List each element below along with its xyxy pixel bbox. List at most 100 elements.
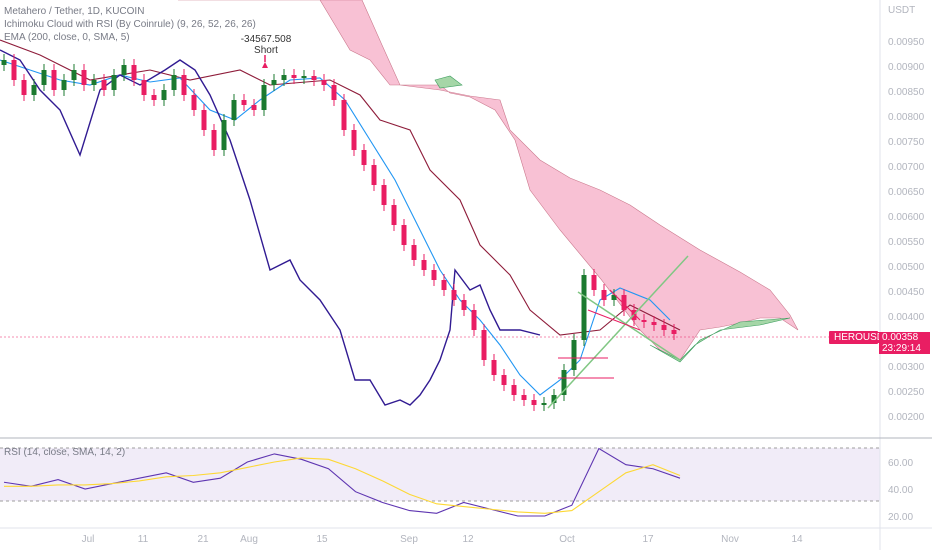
candle-body <box>601 290 607 300</box>
time-tick-label: 14 <box>791 534 803 545</box>
time-tick-label: Jul <box>82 534 95 545</box>
candle-body <box>281 75 287 80</box>
symbol-label: HEROUSDT <box>831 332 890 343</box>
candle-body <box>51 70 57 90</box>
candle-body <box>11 60 17 80</box>
candle-body <box>491 360 497 375</box>
candle-body <box>541 403 547 405</box>
candle-body <box>391 205 397 225</box>
ema-legend[interactable]: EMA (200, close, 0, SMA, 5) <box>4 32 130 43</box>
cloud-bullish-area-2 <box>649 317 791 363</box>
time-tick-label: 12 <box>462 534 474 545</box>
candle-body <box>81 70 87 85</box>
time-tick-label: Oct <box>559 534 575 545</box>
rsi-tick-label: 40.00 <box>888 485 913 496</box>
price-tick-label: 0.00750 <box>888 137 925 148</box>
price-tick-label: 0.00250 <box>888 387 925 398</box>
candle-body <box>131 65 137 80</box>
price-tick-label: 0.00650 <box>888 187 925 198</box>
order-line <box>609 289 641 321</box>
rsi-tick-label: 60.00 <box>888 458 913 469</box>
candle-body <box>151 95 157 100</box>
candle-body <box>661 325 667 330</box>
price-tick-label: 0.00850 <box>888 87 925 98</box>
candle-body <box>291 75 297 78</box>
price-tick-label: 0.00400 <box>888 312 925 323</box>
candle-body <box>591 275 597 290</box>
candle-body <box>271 80 277 85</box>
candle-body <box>651 322 657 325</box>
rsi-legend[interactable]: RSI (14, close, SMA, 14, 2) <box>4 447 126 458</box>
price-tick-label: 0.00450 <box>888 287 925 298</box>
cloud-bullish-area <box>434 75 463 89</box>
indicator-lines <box>0 39 880 406</box>
candle-body <box>201 110 207 130</box>
candle-body <box>331 85 337 100</box>
price-tick-label: 0.00500 <box>888 262 925 273</box>
candle-body <box>191 95 197 110</box>
candle-body <box>561 370 567 395</box>
candle-body <box>161 90 167 100</box>
candle-body <box>231 100 237 120</box>
short-annotation-label: Short <box>254 45 278 56</box>
price-tick-label: 0.00800 <box>888 112 925 123</box>
candle-body <box>301 76 307 78</box>
candle-body <box>211 130 217 150</box>
ichimoku-cloud <box>178 0 799 363</box>
candle-body <box>421 260 427 270</box>
price-tick-label: 0.00950 <box>888 37 925 48</box>
chart-title: Metahero / Tether, 1D, KUCOIN <box>4 6 145 17</box>
candle-body <box>501 375 507 385</box>
rsi-pane[interactable]: 60.00 40.00 20.00 <box>0 447 913 523</box>
candle-body <box>111 75 117 90</box>
candle-body <box>461 300 467 310</box>
candle-body <box>171 75 177 90</box>
candle-body <box>311 76 317 80</box>
candle-body <box>251 105 257 110</box>
candle-body <box>511 385 517 395</box>
candle-body <box>41 70 47 85</box>
candle-body <box>441 280 447 290</box>
candle-body <box>221 120 227 150</box>
price-tick-label: 0.00700 <box>888 162 925 173</box>
price-tick-label: 0.00550 <box>888 237 925 248</box>
candle-body <box>551 395 557 403</box>
candle-body <box>261 85 267 110</box>
candle-body <box>371 165 377 185</box>
short-annotation-value: -34567.508 <box>240 34 292 45</box>
candle-body <box>71 70 77 80</box>
candle-body <box>31 85 37 95</box>
order-line <box>587 309 641 331</box>
candle-body <box>531 400 537 405</box>
rsi-tick-label: 20.00 <box>888 512 913 523</box>
time-tick-label: 11 <box>138 534 149 545</box>
candle-body <box>91 80 97 85</box>
time-tick-label: Aug <box>240 534 258 545</box>
time-tick-label: 21 <box>197 534 209 545</box>
candle-body <box>181 75 187 95</box>
candle-body <box>431 270 437 280</box>
candle-body <box>61 80 67 90</box>
candle-body <box>611 295 617 300</box>
candle-body <box>101 80 107 90</box>
price-tick-label: 0.00900 <box>888 62 925 73</box>
candle-body <box>241 100 247 105</box>
price-tick-label: 0.00600 <box>888 212 925 223</box>
candle-body <box>671 330 677 334</box>
candle-body <box>361 150 367 165</box>
candle-body <box>621 295 627 310</box>
drawings-layer[interactable] <box>262 55 689 409</box>
short-arrow-icon <box>262 62 268 68</box>
candle-body <box>341 100 347 130</box>
candle-body <box>141 80 147 95</box>
candle-body <box>381 185 387 205</box>
candle-body <box>321 80 327 85</box>
candle-body <box>1 60 7 65</box>
candle-body <box>571 340 577 370</box>
candles-layer[interactable] <box>1 54 677 411</box>
rsi-band <box>0 448 880 501</box>
candle-body <box>351 130 357 150</box>
ichimoku-legend[interactable]: Ichimoku Cloud with RSI (By Coinrule) (9… <box>4 19 256 30</box>
